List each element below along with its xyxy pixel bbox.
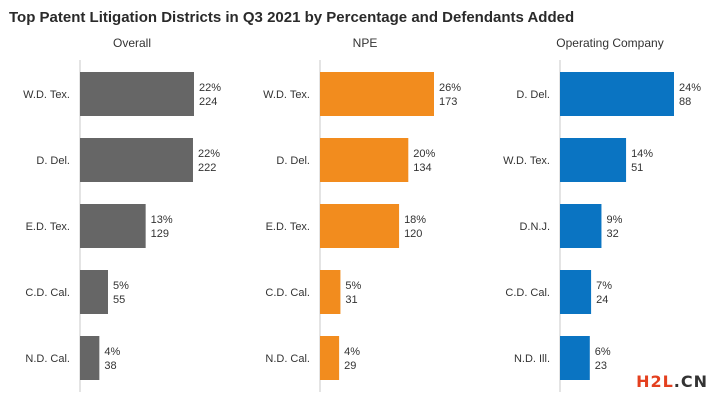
watermark-logo: H2L.CN	[636, 372, 708, 391]
category-label: E.D. Tex.	[26, 221, 70, 233]
percentage-label: 26%	[439, 82, 461, 94]
value-label: 224	[199, 96, 217, 108]
bar	[80, 270, 108, 314]
percentage-label: 22%	[198, 148, 220, 160]
category-label: E.D. Tex.	[266, 221, 310, 233]
bar	[80, 336, 100, 380]
value-label: 24	[596, 294, 608, 306]
category-label: D.N.J.	[519, 221, 550, 233]
bar	[560, 72, 674, 116]
value-label: 55	[113, 294, 125, 306]
bar	[320, 270, 341, 314]
value-label: 173	[439, 96, 457, 108]
panel-title-npe: NPE	[352, 36, 378, 50]
bar	[560, 336, 590, 380]
percentage-label: 5%	[345, 280, 361, 292]
category-label: D. Del.	[276, 155, 310, 167]
value-label: 222	[198, 162, 216, 174]
percentage-label: 4%	[104, 346, 120, 358]
percentage-label: 6%	[595, 346, 611, 358]
value-label: 31	[345, 294, 357, 306]
bar	[80, 204, 146, 248]
value-label: 32	[606, 228, 618, 240]
value-label: 88	[679, 96, 691, 108]
category-label: W.D. Tex.	[263, 89, 310, 101]
category-label: D. Del.	[516, 89, 550, 101]
bar	[560, 204, 602, 248]
category-label: C.D. Cal.	[265, 287, 310, 299]
panel-title-overall: Overall	[112, 36, 151, 50]
percentage-label: 18%	[404, 214, 426, 226]
panel-title-operating-company: Operating Company	[556, 36, 664, 50]
category-label: C.D. Cal.	[25, 287, 70, 299]
value-label: 120	[404, 228, 422, 240]
value-label: 134	[413, 162, 431, 174]
percentage-label: 9%	[606, 214, 622, 226]
bar	[80, 138, 193, 182]
category-label: N.D. Ill.	[514, 353, 550, 365]
percentage-label: 4%	[344, 346, 360, 358]
chart-title: Top Patent Litigation Districts in Q3 20…	[9, 9, 575, 26]
value-label: 129	[151, 228, 169, 240]
percentage-label: 5%	[113, 280, 129, 292]
bar	[320, 72, 434, 116]
bar	[320, 336, 340, 380]
category-label: N.D. Cal.	[265, 353, 310, 365]
category-label: C.D. Cal.	[505, 287, 550, 299]
category-label: W.D. Tex.	[23, 89, 70, 101]
percentage-label: 22%	[199, 82, 221, 94]
value-label: 38	[104, 360, 116, 372]
value-label: 29	[344, 360, 356, 372]
percentage-label: 14%	[631, 148, 653, 160]
percentage-label: 24%	[679, 82, 701, 94]
value-label: 51	[631, 162, 643, 174]
percentage-label: 7%	[596, 280, 612, 292]
percentage-label: 20%	[413, 148, 435, 160]
bar	[320, 204, 400, 248]
value-label: 23	[595, 360, 607, 372]
percentage-label: 13%	[151, 214, 173, 226]
category-label: D. Del.	[36, 155, 70, 167]
category-label: N.D. Cal.	[25, 353, 70, 365]
category-label: W.D. Tex.	[503, 155, 550, 167]
bar	[560, 270, 592, 314]
bar	[320, 138, 409, 182]
bar	[560, 138, 627, 182]
bar	[80, 72, 194, 116]
